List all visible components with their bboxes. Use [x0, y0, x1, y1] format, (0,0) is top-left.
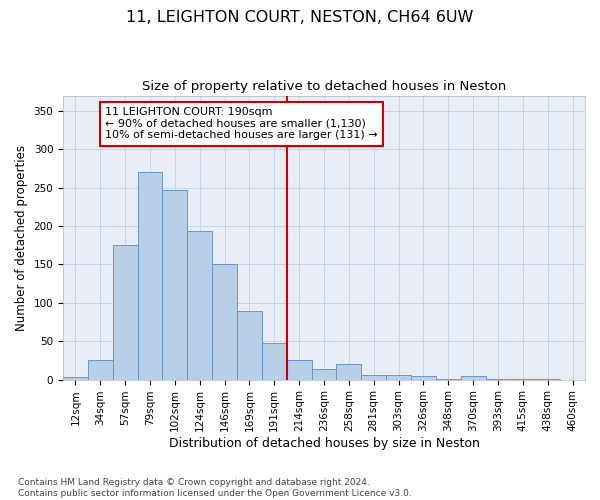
Bar: [187, 232, 212, 380]
Bar: [88, 360, 113, 380]
Bar: [337, 364, 361, 380]
Bar: [485, 379, 511, 380]
Bar: [237, 310, 262, 380]
Bar: [262, 342, 287, 380]
Bar: [212, 264, 237, 380]
Bar: [287, 360, 311, 380]
Y-axis label: Number of detached properties: Number of detached properties: [15, 144, 28, 330]
Bar: [411, 376, 436, 380]
Bar: [311, 369, 337, 380]
Title: Size of property relative to detached houses in Neston: Size of property relative to detached ho…: [142, 80, 506, 93]
Bar: [63, 378, 88, 380]
Bar: [511, 379, 535, 380]
Text: 11 LEIGHTON COURT: 190sqm
← 90% of detached houses are smaller (1,130)
10% of se: 11 LEIGHTON COURT: 190sqm ← 90% of detac…: [105, 107, 378, 140]
Bar: [535, 379, 560, 380]
X-axis label: Distribution of detached houses by size in Neston: Distribution of detached houses by size …: [169, 437, 479, 450]
Bar: [163, 190, 187, 380]
Bar: [361, 375, 386, 380]
Bar: [386, 375, 411, 380]
Text: 11, LEIGHTON COURT, NESTON, CH64 6UW: 11, LEIGHTON COURT, NESTON, CH64 6UW: [127, 10, 473, 25]
Bar: [436, 379, 461, 380]
Bar: [113, 246, 137, 380]
Bar: [137, 172, 163, 380]
Bar: [461, 376, 485, 380]
Text: Contains HM Land Registry data © Crown copyright and database right 2024.
Contai: Contains HM Land Registry data © Crown c…: [18, 478, 412, 498]
